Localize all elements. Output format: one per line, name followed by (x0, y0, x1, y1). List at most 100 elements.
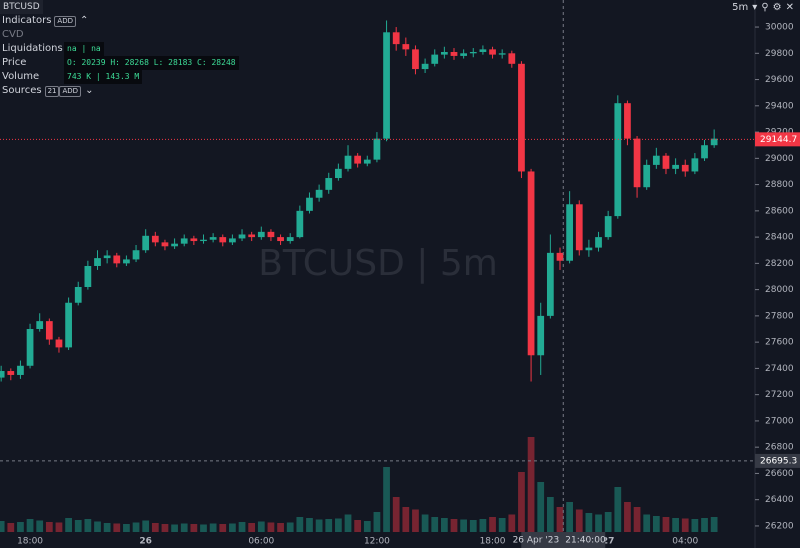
symbol[interactable]: BTCUSD (0, 0, 43, 14)
last-price-tag (755, 132, 800, 147)
candle-body (84, 265, 92, 287)
candle-body (229, 238, 236, 243)
collapse-icon[interactable]: ⌃ (79, 15, 89, 26)
sources-label: Sources (2, 85, 42, 96)
candle-body (248, 234, 256, 238)
candle-body (440, 51, 448, 55)
candle-body (363, 159, 371, 164)
close-icon[interactable]: ✕ (785, 1, 794, 13)
volume-bar (527, 437, 535, 532)
volume-bar (190, 524, 198, 532)
volume-bar (460, 519, 468, 532)
legend-panel: BTCUSD Indicators ADD ⌃ CVD Liquidations na… (0, 0, 239, 98)
candle-body (421, 63, 429, 70)
x-tick-label: 27 (602, 537, 615, 547)
volume-bar (691, 519, 699, 532)
candle-body (267, 231, 275, 238)
settings-icon[interactable]: ⚙ (772, 1, 782, 13)
volume-bar (132, 522, 140, 532)
volume-bar (103, 523, 111, 532)
crosshair-time-tag (521, 532, 606, 548)
candle-body (209, 237, 217, 240)
candle-body (238, 234, 246, 239)
sources-button[interactable]: ADD (59, 85, 82, 97)
candle-body (614, 103, 622, 217)
volume-bar (566, 502, 573, 532)
y-tick-label: 28400 (765, 233, 794, 243)
search-icon[interactable]: ⚲ (761, 1, 769, 13)
candle-body (151, 235, 159, 243)
volume-bar (142, 520, 150, 532)
y-tick-label: 28000 (765, 285, 794, 295)
candle-body (132, 250, 140, 260)
volume-bar (450, 519, 458, 532)
candle-body (55, 339, 63, 348)
y-tick-label: 28800 (765, 180, 794, 190)
dropdown-icon[interactable]: ▾ (752, 1, 758, 13)
candle-body (710, 138, 718, 146)
y-tick-label: 29400 (765, 101, 794, 111)
crosshair-price-label: 26695.3 (760, 456, 797, 466)
candle-body (575, 204, 583, 251)
x-tick-label: 26 (139, 537, 152, 547)
volume-bar (123, 524, 130, 532)
volume-bar (546, 497, 554, 532)
y-tick-label: 28200 (765, 259, 794, 269)
candle-body (633, 138, 641, 188)
candle-body (489, 49, 496, 55)
candle-body (200, 239, 207, 242)
volume-bar (363, 521, 371, 532)
volume-bar (421, 514, 429, 532)
candle-body (190, 238, 198, 242)
candle-body (74, 286, 82, 303)
y-tick-label: 27000 (765, 416, 794, 426)
y-tick-label: 26800 (765, 443, 794, 453)
candle-body (566, 204, 573, 261)
volume-bar (161, 524, 169, 532)
y-tick-label: 26200 (765, 521, 794, 531)
volume-bar (662, 517, 670, 532)
candle-body (402, 44, 410, 50)
volume-label: Volume (2, 71, 40, 82)
indicators-label: Indicators (2, 15, 52, 26)
candle-body (0, 371, 5, 378)
volume-bar (229, 523, 236, 532)
candle-body (296, 210, 304, 238)
watermark: BTCUSD | 5m (258, 243, 498, 284)
volume-bar (614, 487, 622, 532)
candle-body (595, 237, 602, 248)
candle-body (306, 197, 313, 211)
volume-bar (286, 522, 294, 532)
volume-bar (392, 497, 400, 532)
candle-body (672, 164, 679, 169)
y-tick-label: 27400 (765, 364, 794, 374)
add-button[interactable]: ADD (54, 15, 76, 27)
volume-bar (672, 518, 679, 532)
liquidations-label: Liquidations (2, 43, 63, 54)
volume-bar (277, 523, 284, 532)
candle-body (344, 155, 352, 169)
candle-body (508, 53, 516, 64)
expand-icon[interactable]: ⌄ (85, 85, 94, 96)
candle-body (65, 302, 72, 348)
volume-bar (65, 518, 72, 532)
candle-body (431, 54, 439, 64)
candle-body (556, 252, 564, 261)
volume-bar (508, 514, 516, 532)
candle-body (450, 51, 458, 56)
volume-bar (701, 518, 708, 532)
price-value: O: 20239 H: 28268 L: 28183 C: 28248 (64, 56, 239, 70)
y-tick-label: 27200 (765, 390, 794, 400)
volume-bar (469, 520, 477, 532)
candle-body (585, 247, 593, 251)
candle-body (546, 252, 554, 316)
volume-bar (26, 519, 34, 532)
volume-bar (209, 523, 217, 532)
crosshair-time-label: 21:40:00 (565, 536, 606, 546)
volume-bar (296, 517, 304, 532)
timeframe[interactable]: 5m (732, 1, 749, 13)
volume-bar (354, 520, 362, 532)
y-tick-label: 30000 (765, 23, 794, 33)
volume-bar (556, 507, 564, 532)
y-tick-label: 26600 (765, 469, 794, 479)
